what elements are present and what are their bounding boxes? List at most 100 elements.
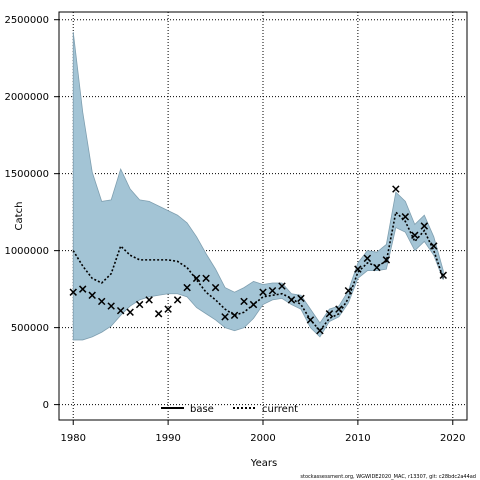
x-tick-label: 2020 — [440, 433, 465, 444]
observation-marker — [145, 296, 153, 304]
observation-marker-stroke — [382, 256, 391, 264]
observation-marker — [221, 313, 229, 321]
observation-marker-stroke — [439, 271, 448, 280]
observation-marker — [335, 305, 343, 313]
observation-marker-stroke — [183, 283, 191, 292]
observation-marker — [325, 310, 334, 318]
x-tick-label: 2010 — [345, 433, 370, 444]
observation-marker — [411, 231, 419, 239]
observation-marker-stroke — [97, 297, 106, 306]
observation-marker — [363, 254, 372, 263]
observation-marker-stroke — [107, 302, 115, 310]
observation-marker-stroke — [230, 311, 239, 320]
observation-marker — [240, 297, 248, 306]
observation-marker-stroke — [240, 297, 248, 306]
observation-marker-stroke — [78, 285, 87, 293]
observation-marker — [297, 294, 305, 303]
observation-marker-stroke — [354, 265, 362, 273]
observation-marker — [268, 286, 277, 295]
observation-marker-stroke — [221, 313, 229, 321]
observation-marker — [154, 310, 163, 318]
observation-marker — [392, 185, 400, 193]
observation-marker — [287, 296, 296, 304]
legend-label-base: base — [190, 404, 214, 415]
y-tick-label: 2000000 — [4, 92, 49, 103]
observation-marker-stroke — [430, 242, 438, 250]
x-tick-label: 1980 — [61, 433, 86, 444]
observation-marker — [107, 302, 115, 310]
series-line-current — [72, 210, 445, 332]
observation-marker — [69, 288, 77, 296]
observation-marker — [126, 308, 134, 316]
observation-marker — [401, 213, 410, 221]
observation-marker-stroke — [278, 282, 286, 290]
y-tick-label: 0 — [43, 400, 49, 411]
observation-marker — [78, 285, 87, 293]
observation-marker-stroke — [392, 185, 400, 193]
observation-marker-stroke — [88, 291, 96, 300]
observation-marker-stroke — [202, 274, 210, 283]
confidence-band-area — [72, 31, 444, 341]
observation-marker — [211, 283, 220, 292]
y-tick-label: 2500000 — [4, 15, 49, 26]
observation-marker-stroke — [325, 310, 334, 318]
observation-marker — [354, 265, 362, 273]
observation-marker-stroke — [411, 231, 419, 239]
observation-marker-stroke — [145, 296, 153, 304]
observation-marker — [183, 283, 191, 292]
observation-marker — [192, 274, 201, 283]
observation-marker-stroke — [297, 294, 305, 303]
observation-marker-stroke — [164, 305, 172, 313]
y-axis-title: Catch — [14, 202, 25, 231]
observation-marker-stroke — [126, 308, 134, 316]
observation-marker-stroke — [363, 254, 372, 263]
x-axis-title: Years — [250, 458, 277, 469]
observation-marker-stroke — [401, 213, 410, 221]
observation-marker — [420, 222, 429, 230]
observation-marker-stroke — [287, 296, 296, 304]
observation-marker — [135, 300, 144, 309]
observation-marker-stroke — [420, 222, 429, 230]
grid-lines — [59, 12, 467, 420]
observation-marker — [316, 326, 324, 335]
y-tick-label: 1000000 — [4, 246, 49, 257]
observation-marker — [88, 291, 96, 300]
observation-marker — [164, 305, 172, 313]
observation-marker — [202, 274, 210, 283]
observation-marker — [97, 297, 106, 306]
observation-marker-stroke — [211, 283, 220, 292]
observation-marker — [116, 306, 125, 315]
observation-marker — [344, 286, 353, 295]
observation-marker-stroke — [69, 288, 77, 296]
y-tick-label: 500000 — [11, 323, 49, 334]
legend: base current — [161, 404, 298, 415]
observation-marker-stroke — [335, 305, 343, 313]
observation-marker — [439, 271, 448, 280]
observation-marker — [373, 263, 381, 272]
observation-marker-stroke — [192, 274, 201, 283]
legend-label-current: current — [262, 404, 298, 415]
observation-marker — [306, 316, 315, 324]
x-tick-label: 2000 — [250, 433, 275, 444]
series-lines — [72, 210, 445, 332]
observation-marker-stroke — [154, 310, 163, 318]
observation-marker-stroke — [173, 296, 182, 304]
footer-note: stockassessment.org, WGWIDE2020_MAC, r13… — [300, 474, 476, 480]
confidence-band — [72, 31, 444, 341]
observation-marker-stroke — [316, 326, 324, 335]
observation-marker — [230, 311, 239, 320]
y-tick-label: 1500000 — [4, 169, 49, 180]
observation-marker-stroke — [116, 306, 125, 315]
observation-marker — [249, 300, 258, 309]
axis-ticks: 1980 1990 2000 2010 2020 0 500000 1000000 150000… — [4, 15, 465, 444]
observation-marker-stroke — [135, 300, 144, 309]
x-tick-label: 1990 — [155, 433, 180, 444]
observation-marker-stroke — [306, 316, 315, 324]
observation-marker-stroke — [249, 300, 258, 309]
observation-marker-stroke — [344, 286, 353, 295]
observation-marker — [278, 282, 286, 290]
observation-markers — [69, 185, 448, 335]
observation-marker-stroke — [259, 288, 267, 296]
